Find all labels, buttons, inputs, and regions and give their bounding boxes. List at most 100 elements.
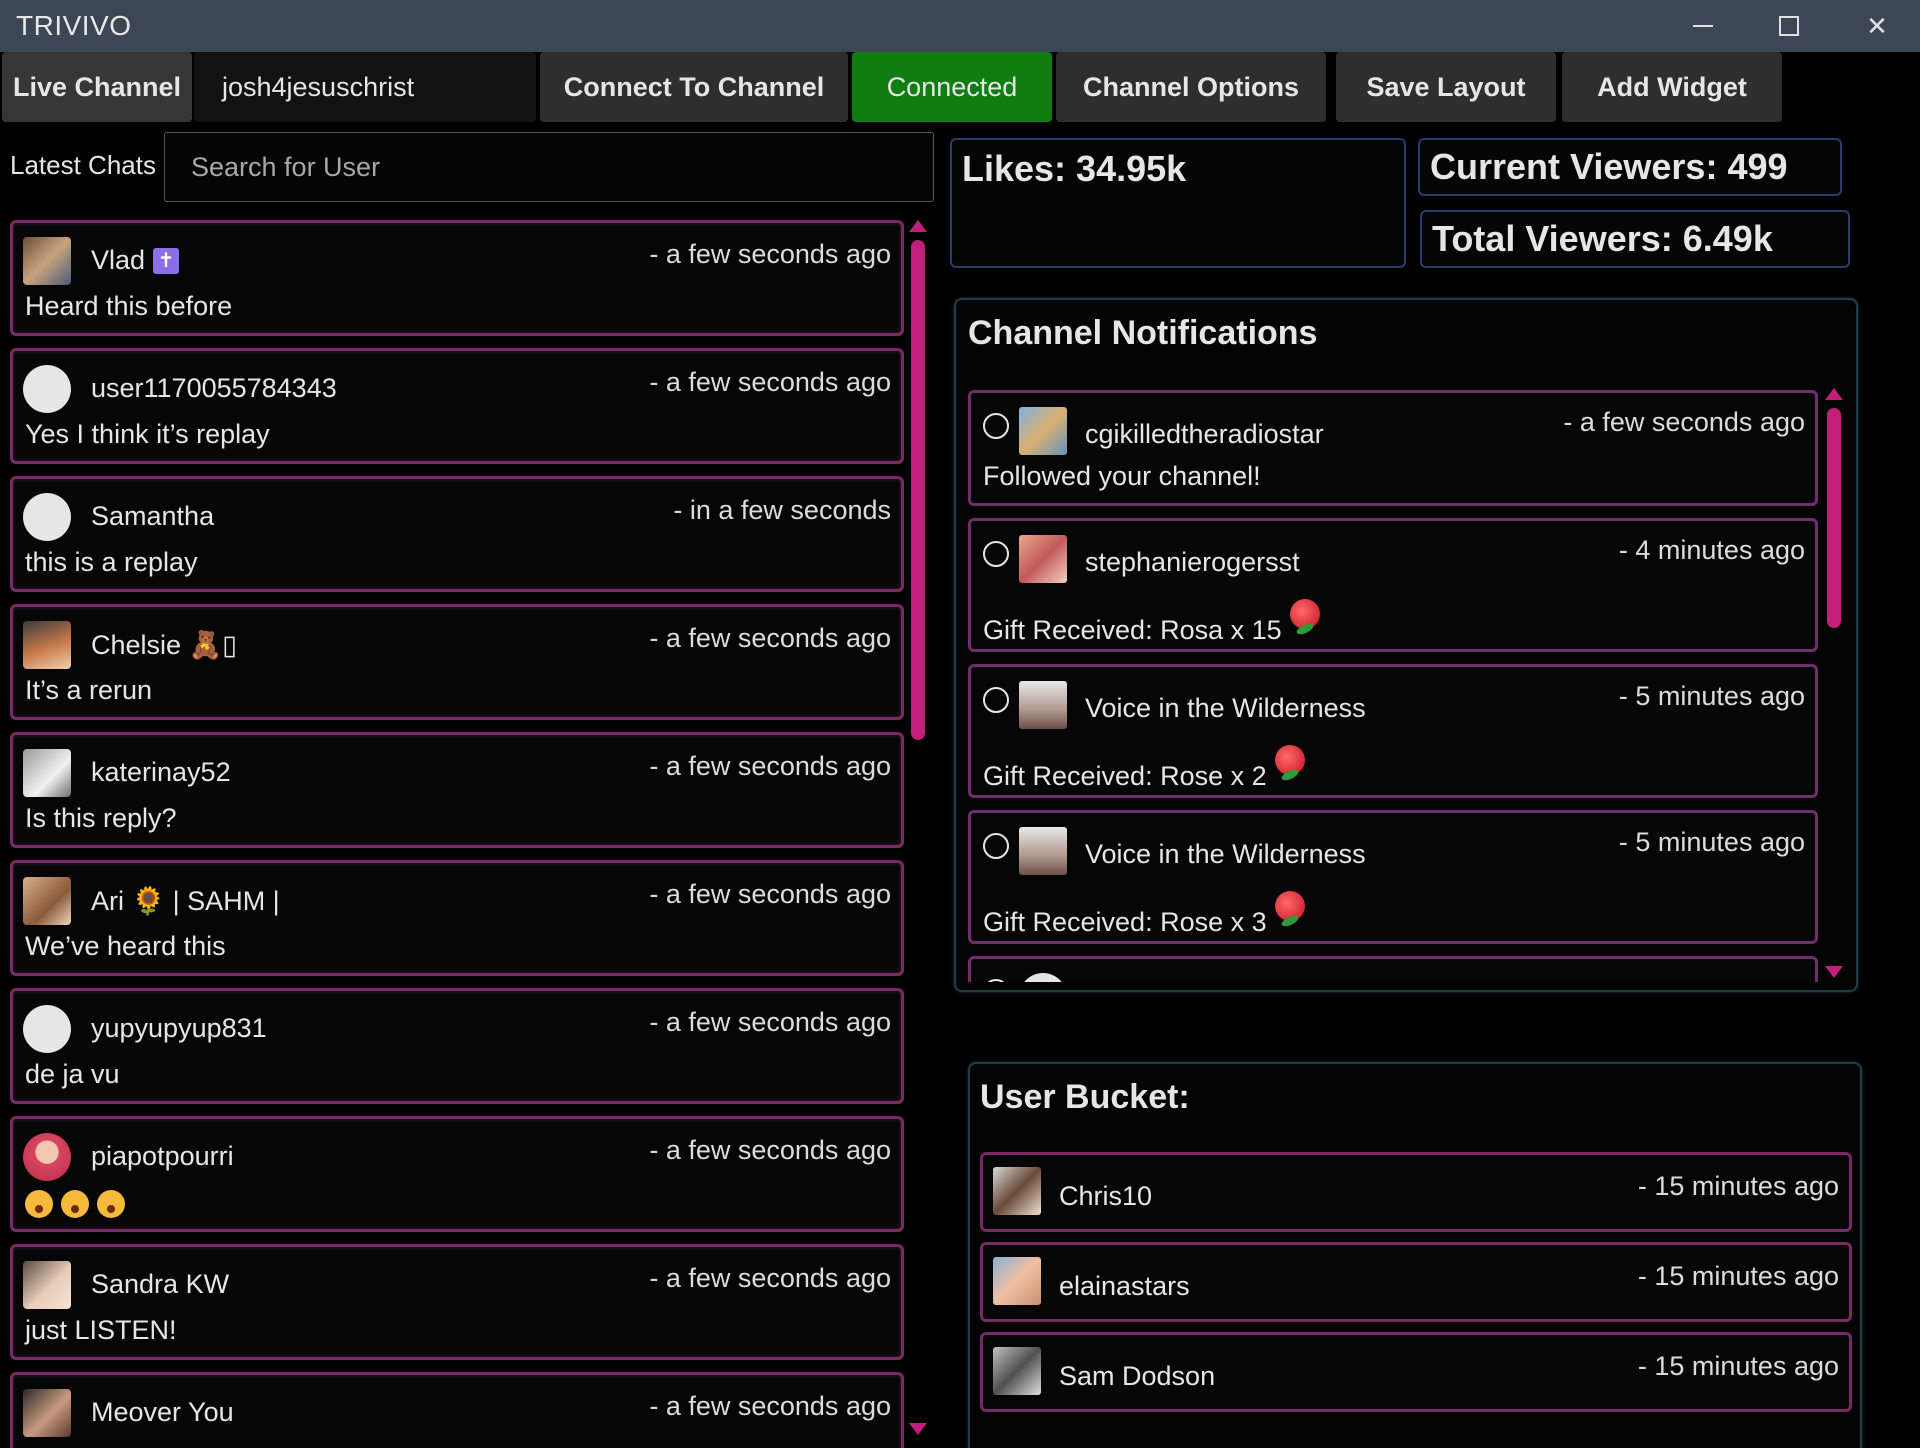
bucket-username: elainastars xyxy=(1059,1271,1190,1301)
shocked-face-icon xyxy=(25,1190,53,1218)
chat-time: - a few seconds ago xyxy=(649,1135,891,1165)
channel-options-button[interactable]: Channel Options xyxy=(1056,52,1326,122)
bucket-username: Chris10 xyxy=(1059,1181,1153,1211)
chat-card[interactable]: yupyupyup831 - a few seconds ago de ja v… xyxy=(10,988,904,1104)
cross-badge-icon: ✝ xyxy=(153,248,180,274)
chat-message: Yes I think it’s replay xyxy=(25,419,270,449)
notification-card[interactable]: Voice in the Wilderness - 5 minutes ago … xyxy=(968,810,1818,944)
notification-card[interactable]: Voice in the Wilderness - 5 minutes ago … xyxy=(968,664,1818,798)
default-avatar-icon xyxy=(23,1005,71,1053)
latest-chats-label: Latest Chats xyxy=(10,150,156,180)
save-layout-button[interactable]: Save Layout xyxy=(1336,52,1556,122)
scroll-thumb[interactable] xyxy=(1827,408,1841,628)
notification-card[interactable] xyxy=(968,956,1818,982)
notification-time: - 4 minutes ago xyxy=(1618,535,1805,565)
search-user-input[interactable] xyxy=(191,151,933,183)
avatar xyxy=(1019,407,1067,455)
connection-status-button[interactable]: Connected xyxy=(852,52,1052,122)
chat-time: - a few seconds ago xyxy=(649,1263,891,1293)
chat-time: - a few seconds ago xyxy=(649,1007,891,1037)
chat-card[interactable]: Samantha - in a few seconds this is a re… xyxy=(10,476,904,592)
notification-card[interactable]: stephanierogersst - 4 minutes ago Gift R… xyxy=(968,518,1818,652)
notifications-scrollbar[interactable] xyxy=(1824,388,1844,978)
avatar xyxy=(1019,535,1067,583)
chat-message: We’ve heard this xyxy=(25,931,226,961)
connect-to-channel-button[interactable]: Connect To Channel xyxy=(540,52,848,122)
minimize-icon xyxy=(1693,25,1713,27)
chat-time: - a few seconds ago xyxy=(649,751,891,781)
teddy-bear-icon: 🧸▯ xyxy=(188,630,238,660)
avatar xyxy=(993,1257,1041,1305)
user-bucket-panel: User Bucket: Chris10 - 15 minutes ago el… xyxy=(968,1062,1862,1448)
close-icon: ✕ xyxy=(1866,10,1888,41)
maximize-button[interactable] xyxy=(1746,0,1832,52)
notification-radio[interactable] xyxy=(983,541,1009,567)
grimace-face-icon xyxy=(61,1190,89,1218)
notification-message: Followed your channel! xyxy=(983,461,1261,491)
chat-message xyxy=(25,1189,133,1220)
chat-username: katerinay52 xyxy=(91,757,231,787)
total-viewers-stat: Total Viewers: 6.49k xyxy=(1420,210,1850,268)
avatar xyxy=(23,237,71,285)
chat-username: user1170055784343 xyxy=(91,373,337,403)
avatar xyxy=(1019,681,1067,729)
avatar xyxy=(993,1167,1041,1215)
chat-username: Ari 🌻 | SAHM | xyxy=(91,886,280,916)
chat-card[interactable]: piapotpourri - a few seconds ago xyxy=(10,1116,904,1232)
scroll-up-icon[interactable] xyxy=(1825,388,1843,400)
chat-list: Vlad ✝ - a few seconds ago Heard this bef… xyxy=(10,220,904,1448)
sunflower-icon: 🌻 xyxy=(131,886,166,916)
chat-username: Vlad ✝ xyxy=(91,245,180,276)
notification-card[interactable]: cgikilledtheradiostar - a few seconds ag… xyxy=(968,390,1818,506)
chat-username: yupyupyup831 xyxy=(91,1013,267,1043)
search-user-box[interactable] xyxy=(164,132,934,202)
scroll-down-icon[interactable] xyxy=(909,1423,927,1435)
user-bucket-title: User Bucket: xyxy=(980,1078,1190,1116)
scroll-down-icon[interactable] xyxy=(1825,966,1843,978)
avatar xyxy=(23,877,71,925)
notification-username: Voice in the Wilderness xyxy=(1085,693,1366,723)
chat-card[interactable]: Meover You - a few seconds ago xyxy=(10,1372,904,1448)
bucket-user-card[interactable]: elainastars - 15 minutes ago xyxy=(980,1242,1852,1322)
rose-gift-icon xyxy=(1274,891,1305,921)
chat-time: - a few seconds ago xyxy=(649,1391,891,1421)
close-button[interactable]: ✕ xyxy=(1834,0,1920,52)
scroll-thumb[interactable] xyxy=(911,240,925,740)
chat-username: piapotpourri xyxy=(91,1141,234,1171)
chat-card[interactable]: user1170055784343 - a few seconds ago Ye… xyxy=(10,348,904,464)
notification-username: stephanierogersst xyxy=(1085,547,1300,577)
scroll-up-icon[interactable] xyxy=(909,220,927,232)
likes-stat: Likes: 34.95k xyxy=(950,138,1406,268)
chat-time: - a few seconds ago xyxy=(649,367,891,397)
chat-time: - a few seconds ago xyxy=(649,879,891,909)
chat-time: - in a few seconds xyxy=(673,495,891,525)
notification-radio[interactable] xyxy=(983,833,1009,859)
notification-time: - a few seconds ago xyxy=(1563,407,1805,437)
chat-card[interactable]: katerinay52 - a few seconds ago Is this … xyxy=(10,732,904,848)
avatar xyxy=(23,1261,71,1309)
notifications-list: cgikilledtheradiostar - a few seconds ag… xyxy=(968,390,1818,982)
chat-card[interactable]: Vlad ✝ - a few seconds ago Heard this bef… xyxy=(10,220,904,336)
chat-card[interactable]: Ari 🌻 | SAHM | - a few seconds ago We’ve… xyxy=(10,860,904,976)
chat-scrollbar[interactable] xyxy=(908,220,928,1435)
minimize-button[interactable] xyxy=(1660,0,1746,52)
bucket-time: - 15 minutes ago xyxy=(1637,1261,1839,1291)
bucket-user-card[interactable]: Chris10 - 15 minutes ago xyxy=(980,1152,1852,1232)
channel-input[interactable]: josh4jesuschrist xyxy=(194,52,536,122)
rose-gift-icon xyxy=(1274,745,1305,775)
add-widget-button[interactable]: Add Widget xyxy=(1562,52,1782,122)
notification-radio[interactable] xyxy=(983,413,1009,439)
chat-card[interactable]: Chelsie 🧸▯ - a few seconds ago It’s a re… xyxy=(10,604,904,720)
default-avatar-icon xyxy=(23,365,71,413)
bucket-time: - 15 minutes ago xyxy=(1637,1351,1839,1381)
notification-radio[interactable] xyxy=(983,687,1009,713)
toolbar: Live Channel josh4jesuschrist Connect To… xyxy=(0,52,1920,122)
notification-time: - 5 minutes ago xyxy=(1618,827,1805,857)
maximize-icon xyxy=(1779,16,1799,36)
bucket-user-card[interactable]: Sam Dodson - 15 minutes ago xyxy=(980,1332,1852,1412)
current-viewers-stat: Current Viewers: 499 xyxy=(1418,138,1842,196)
chat-card[interactable]: Sandra KW - a few seconds ago just LISTE… xyxy=(10,1244,904,1360)
bucket-time: - 15 minutes ago xyxy=(1637,1171,1839,1201)
notification-radio[interactable] xyxy=(983,979,1009,982)
user-bucket-list: Chris10 - 15 minutes ago elainastars - 1… xyxy=(980,1152,1852,1422)
